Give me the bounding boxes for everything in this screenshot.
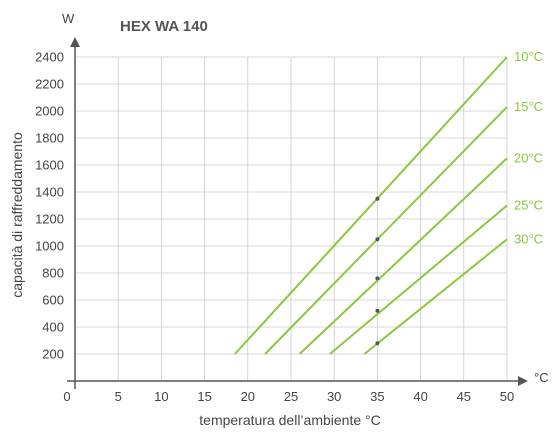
x-tick-label-0: 0: [63, 389, 70, 404]
grid-lines: [75, 56, 508, 381]
series-label-3: 25°C: [514, 198, 543, 213]
y-tick-label-3: 800: [42, 266, 64, 281]
x-tick-label-2: 10: [154, 389, 168, 404]
y-tick-label-10: 2200: [35, 77, 64, 92]
point-markers: [375, 196, 380, 346]
x-tick-label-4: 20: [241, 389, 255, 404]
marker-point-1: [375, 237, 380, 242]
y-unit-label: W: [62, 11, 75, 26]
x-tick-labels: 0 5 10 15 20 25 30 35 40 45 50: [63, 389, 514, 404]
axes: [67, 37, 528, 389]
y-tick-label-1: 400: [42, 320, 64, 335]
y-tick-label-2: 600: [42, 293, 64, 308]
chart-title: HEX WA 140: [120, 18, 208, 35]
x-tick-label-8: 40: [413, 389, 427, 404]
series-line-3: [329, 204, 508, 355]
series-label-2: 20°C: [514, 150, 543, 165]
series-line-0: [234, 56, 508, 355]
y-tick-label-9: 2000: [35, 104, 64, 119]
x-axis-label: temperatura dell’ambiente °C: [199, 412, 380, 428]
y-tick-label-5: 1200: [35, 212, 64, 227]
series-line-2: [298, 157, 508, 355]
x-tick-label-7: 35: [370, 389, 384, 404]
x-tick-label-3: 15: [197, 389, 211, 404]
y-axis-arrow-icon: [70, 37, 80, 47]
y-tick-label-7: 1600: [35, 158, 64, 173]
y-tick-labels: 200 400 600 800 1000 1200 1400 1600 1800 2000 2200…: [35, 50, 64, 362]
x-tick-label-10: 50: [500, 389, 514, 404]
x-tick-label-9: 45: [457, 389, 471, 404]
series-label-0: 10°C: [514, 49, 543, 64]
series-line-1: [264, 106, 508, 355]
y-tick-label-0: 200: [42, 347, 64, 362]
y-tick-label-11: 2400: [35, 50, 64, 65]
x-tick-label-6: 30: [327, 389, 341, 404]
y-tick-label-4: 1000: [35, 239, 64, 254]
marker-point-4: [375, 341, 380, 346]
marker-point-2: [375, 276, 380, 281]
series-label-4: 30°C: [514, 231, 543, 246]
y-tick-label-6: 1400: [35, 185, 64, 200]
series-lines: [234, 56, 508, 355]
x-tick-label-5: 25: [284, 389, 298, 404]
y-axis-label: capacità di raffreddamento: [9, 132, 25, 298]
series-line-4: [363, 238, 508, 355]
series-label-1: 15°C: [514, 99, 543, 114]
marker-point-3: [375, 308, 380, 313]
marker-point-0: [375, 196, 380, 201]
x-unit-label: °C: [534, 370, 549, 385]
series-labels: 10°C 15°C 20°C 25°C 30°C: [514, 49, 543, 246]
x-tick-label-1: 5: [115, 389, 122, 404]
x-axis-arrow-icon: [518, 376, 528, 386]
y-tick-label-8: 1800: [35, 131, 64, 146]
